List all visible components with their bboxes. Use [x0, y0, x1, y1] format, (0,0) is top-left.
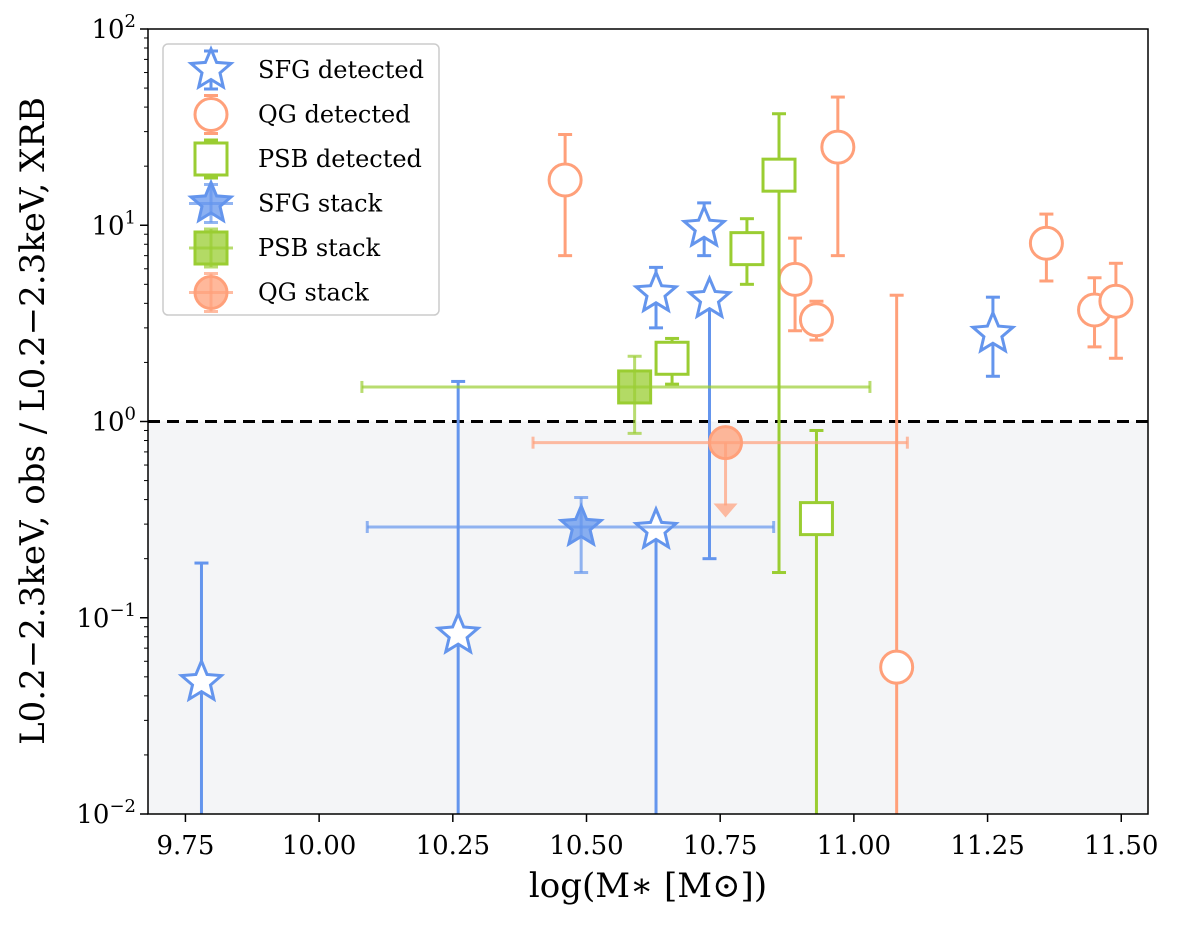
qg-stack-legend-marker: [193, 275, 229, 310]
x-tick-label: 10.00: [282, 831, 356, 861]
y-tick-label: 10−1: [76, 600, 136, 634]
qg-detected-marker: [777, 261, 813, 297]
qg-detected-marker: [820, 129, 856, 165]
y-tick-label: 10−2: [76, 796, 136, 830]
x-tick-label: 9.75: [156, 831, 214, 861]
qg-stack-upper-limit-arrow: [713, 503, 738, 518]
x-tick-label: 10.25: [416, 831, 490, 861]
sfg-detected-marker: [177, 657, 226, 703]
qg-stack-point: [531, 425, 909, 518]
x-tick-label: 10.75: [683, 831, 757, 861]
legend-entry: QG stack: [189, 272, 369, 313]
x-tick-label: 11.25: [950, 831, 1024, 861]
psb-detected-point: [654, 336, 690, 386]
qg-detected-point: [879, 293, 915, 814]
sfg-detected-marker: [685, 274, 734, 320]
psb-detected-marker: [729, 231, 765, 267]
psb-detected-point: [761, 112, 797, 575]
qg-detected-point: [820, 95, 856, 258]
sfg-stack-point: [365, 495, 776, 575]
psb-detected-marker: [798, 501, 834, 537]
legend-label: PSB stack: [258, 234, 381, 262]
x-tick-label: 11.50: [1084, 831, 1158, 861]
qg-detected-marker: [798, 302, 834, 338]
legend-label: QG detected: [258, 101, 411, 129]
x-axis-title: log(M∗ [M⊙]): [529, 866, 767, 906]
data-layer: [177, 95, 1134, 814]
qg-detected-marker: [547, 162, 583, 198]
qg-detected-point: [1028, 212, 1064, 283]
qg-detected-point: [798, 299, 834, 342]
qg-detected-point: [547, 133, 583, 258]
qg-detected-point: [1098, 261, 1134, 360]
sfg-detected-point: [177, 561, 226, 814]
legend-entry: PSB detected: [193, 138, 422, 180]
sfg-stack-marker: [557, 502, 605, 548]
sfg-detected-marker: [434, 609, 482, 655]
psb-detected-legend-marker: [193, 141, 229, 177]
psb-detected-marker: [654, 340, 690, 376]
qg-detected-marker: [1098, 283, 1134, 319]
sfg-stack-legend-marker: [187, 178, 235, 224]
sfg-detected-point: [685, 274, 734, 561]
qg-detected-marker: [879, 649, 915, 685]
legend-label: SFG detected: [258, 56, 424, 84]
sfg-detected-marker: [632, 268, 680, 314]
legend: SFG detected QG detected PSB detected SFG s…: [162, 43, 440, 316]
sfg-detected-point: [632, 265, 680, 330]
y-axis-title: L0.2−2.3keV, obs / L0.2−2.3keV, XRB: [13, 97, 53, 745]
qg-detected-legend-marker: [193, 97, 229, 132]
psb-detected-marker: [761, 157, 797, 193]
qg-detected-point: [777, 236, 813, 333]
x-tick-label: 11.00: [817, 831, 891, 861]
legend-entry: QG detected: [193, 94, 411, 135]
y-tick-label: 102: [91, 11, 136, 45]
sfg-detected-marker: [680, 202, 728, 248]
qg-stack-marker: [708, 425, 744, 461]
y-tick-label: 100: [91, 404, 136, 438]
psb-stack-marker: [617, 369, 653, 405]
sfg-detected-legend-marker: [187, 45, 235, 91]
sfg-detected-point: [434, 379, 482, 814]
shaded-region: [148, 421, 1148, 814]
psb-stack-legend-marker: [193, 230, 229, 266]
qg-detected-marker: [1028, 225, 1064, 261]
sfg-detected-point: [680, 201, 728, 258]
x-tick-label: 10.50: [549, 831, 623, 861]
legend-label: PSB detected: [258, 145, 422, 173]
tick-layer: 9.75 10.00 10.25 10.50 10.75 11.00 11.25 11.50 1…: [76, 11, 1158, 861]
legend-label: SFG stack: [258, 190, 383, 218]
legend-entry: SFG stack: [187, 178, 383, 224]
sfg-detected-marker: [969, 308, 1017, 354]
psb-detected-point: [729, 217, 765, 286]
psb-stack-point: [360, 354, 872, 435]
psb-detected-point: [798, 428, 834, 814]
sfg-detected-point: [969, 295, 1017, 378]
legend-entry: PSB stack: [189, 227, 381, 269]
y-tick-label: 101: [91, 207, 136, 241]
legend-label: QG stack: [258, 279, 369, 307]
legend-entry: SFG detected: [187, 45, 424, 91]
